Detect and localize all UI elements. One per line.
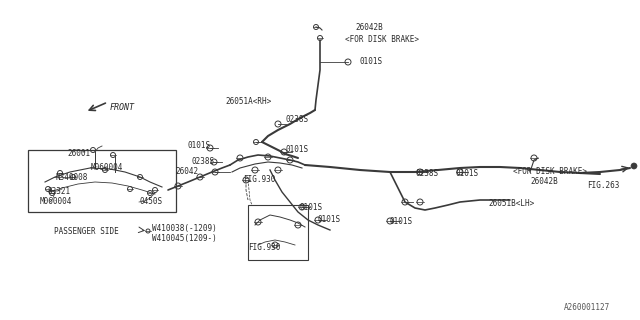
Text: 26042B: 26042B <box>530 178 557 187</box>
Text: 0101S: 0101S <box>360 58 383 67</box>
Text: A260001127: A260001127 <box>564 303 610 312</box>
Text: 0101S: 0101S <box>318 215 341 225</box>
Text: FIG.263: FIG.263 <box>587 180 620 189</box>
Text: M060004: M060004 <box>40 197 72 206</box>
Text: 0238S: 0238S <box>286 116 309 124</box>
Text: <FOR DISK BRAKE>: <FOR DISK BRAKE> <box>345 35 419 44</box>
Bar <box>28 150 176 212</box>
Text: 26042: 26042 <box>175 166 198 175</box>
Text: FRONT: FRONT <box>110 102 135 111</box>
Text: FIG.930: FIG.930 <box>248 244 280 252</box>
Text: 0101S: 0101S <box>300 203 323 212</box>
Text: 0101S: 0101S <box>390 217 413 226</box>
Text: W410038(-1209): W410038(-1209) <box>152 223 217 233</box>
Text: 26001: 26001 <box>67 149 90 158</box>
Text: 26051A<RH>: 26051A<RH> <box>225 98 271 107</box>
Text: PASSENGER SIDE: PASSENGER SIDE <box>54 227 119 236</box>
Bar <box>248 205 308 260</box>
Text: 26051B<LH>: 26051B<LH> <box>488 198 534 207</box>
Text: 0238S: 0238S <box>192 156 215 165</box>
Text: N340008: N340008 <box>55 172 88 181</box>
Text: 0101S: 0101S <box>188 141 211 150</box>
Circle shape <box>631 163 637 169</box>
Text: 0238S: 0238S <box>415 169 438 178</box>
Text: <FOR DISK BRAKE>: <FOR DISK BRAKE> <box>513 166 587 175</box>
Text: M060004: M060004 <box>91 163 124 172</box>
Text: 26042B: 26042B <box>355 23 383 33</box>
Text: 83321: 83321 <box>48 187 71 196</box>
Text: 0450S: 0450S <box>140 197 163 206</box>
Text: W410045(1209-): W410045(1209-) <box>152 234 217 243</box>
Text: 0101S: 0101S <box>455 169 478 178</box>
Text: 0101S: 0101S <box>286 145 309 154</box>
Text: FIG.930: FIG.930 <box>243 174 275 183</box>
